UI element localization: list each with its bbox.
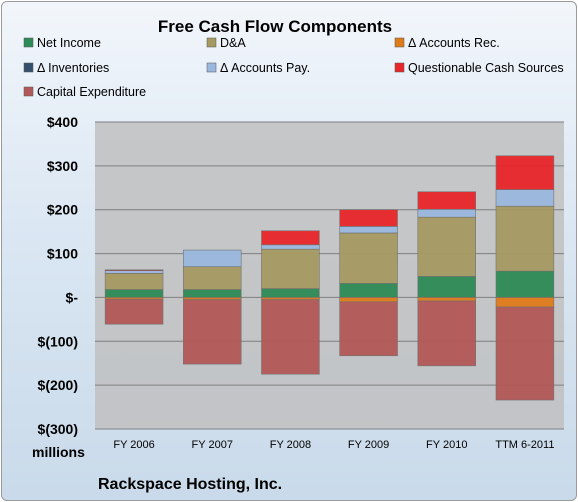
bar-segment-accounts-pay <box>339 226 398 234</box>
x-tick-label: TTM 6-2011 <box>495 439 554 451</box>
bar-segment-accounts-rec <box>495 297 555 308</box>
y-tick-label: $300 <box>47 158 78 174</box>
bar-segment-capital-expenditure <box>339 301 398 357</box>
bar-segment-questionable-cash-sources <box>339 209 398 227</box>
legend-swatch-net-income <box>23 37 34 48</box>
bar-segment-accounts-pay <box>104 270 164 274</box>
x-tick-label: FY 2009 <box>348 439 389 451</box>
bar-segment-accounts-rec <box>183 297 242 300</box>
legend-label-inventories: Δ Inventories <box>37 61 109 75</box>
bar-segment-accounts-pay <box>495 189 555 207</box>
bar-segment-questionable-cash-sources <box>261 230 320 246</box>
bars <box>104 155 555 401</box>
bar-segment-d-a <box>183 266 242 290</box>
bar-segment-accounts-pay <box>183 249 242 268</box>
bar-segment-capital-expenditure <box>261 299 320 375</box>
x-axis-ticks: FY 2006 FY 2007 FY 2008 FY 2009 FY 2010 TTM 6… <box>113 439 554 451</box>
legend-swatch-questionable-cash-sources <box>394 62 405 73</box>
bar-segment-net-income <box>104 289 164 298</box>
bar-segment-accounts-pay <box>261 244 320 250</box>
legend-swatch-capital-expenditure <box>23 86 34 97</box>
y-tick-label: $(300) <box>38 421 78 437</box>
y-tick-label: $(100) <box>38 333 78 349</box>
legend-label-capital-expenditure: Capital Expenditure <box>37 85 146 99</box>
bar-segment-capital-expenditure <box>104 298 164 325</box>
legend-label-accounts-rec: Δ Accounts Rec. <box>408 36 500 50</box>
legend-swatch-accounts-rec <box>394 37 405 48</box>
legend-swatch-accounts-pay <box>206 62 217 73</box>
legend-label-d-a: D&A <box>220 36 246 50</box>
plot-area <box>95 122 564 429</box>
bar-segment-capital-expenditure <box>417 300 476 367</box>
units-label: millions <box>32 444 85 460</box>
bar-segment-accounts-rec <box>417 297 476 302</box>
y-axis-ticks: $400 $300 $200 $100 $- $(100) $(200) $(300) <box>38 114 79 437</box>
bar-segment-accounts-rec <box>261 297 320 300</box>
legend-label-net-income: Net Income <box>37 36 101 50</box>
bar-segment-d-a <box>261 248 320 289</box>
bar-segment-capital-expenditure <box>495 306 555 401</box>
bar-segment-d-a <box>104 273 164 290</box>
y-tick-label: $(200) <box>38 377 78 393</box>
y-tick-label: $100 <box>47 246 78 262</box>
x-tick-label: FY 2010 <box>426 439 467 451</box>
bar-segment-net-income <box>183 289 242 298</box>
x-tick-label: FY 2008 <box>270 439 311 451</box>
x-tick-label: FY 2007 <box>192 439 233 451</box>
y-tick-label: $- <box>66 289 79 305</box>
company-name: Rackspace Hosting, Inc. <box>98 476 282 493</box>
bar-segment-questionable-cash-sources <box>495 155 555 190</box>
legend-swatch-d-a <box>206 37 217 48</box>
legend-label-accounts-pay: Δ Accounts Pay. <box>220 61 310 75</box>
y-tick-label: $400 <box>47 114 78 130</box>
bar-segment-net-income <box>417 276 476 298</box>
bar-segment-questionable-cash-sources <box>104 269 164 271</box>
bar-segment-net-income <box>495 270 555 298</box>
x-tick-label: FY 2006 <box>113 439 154 451</box>
bar-segment-net-income <box>339 283 398 298</box>
y-tick-label: $200 <box>47 202 78 218</box>
bar-segment-net-income <box>261 288 320 298</box>
bar-segment-accounts-rec <box>339 297 398 303</box>
legend-label-questionable-cash-sources: Questionable Cash Sources <box>408 61 564 75</box>
bar-segment-questionable-cash-sources <box>417 191 476 210</box>
chart-title: Free Cash Flow Components <box>158 17 392 36</box>
gridlines <box>95 121 564 430</box>
bar-segment-capital-expenditure <box>183 299 242 365</box>
bar-segment-accounts-pay <box>417 208 476 218</box>
bar-segment-d-a <box>417 216 476 277</box>
bar-segment-d-a <box>495 205 555 272</box>
legend: Net Income D&A Δ Accounts Rec. Δ Inventorie… <box>23 36 564 99</box>
bar-segment-d-a <box>339 232 398 284</box>
legend-swatch-inventories <box>23 62 34 73</box>
